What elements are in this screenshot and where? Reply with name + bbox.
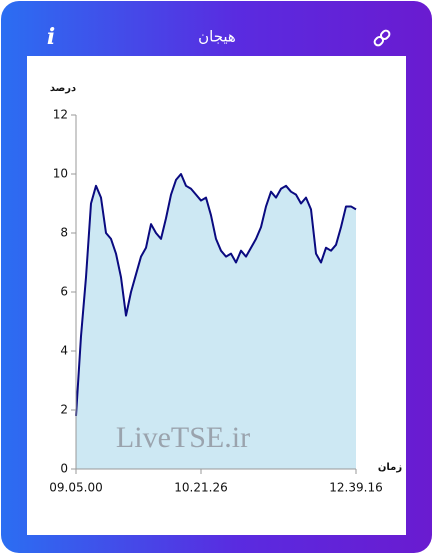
y-tick-label: 8 <box>60 226 68 240</box>
x-tick-label: 12.39.16 <box>329 481 382 495</box>
y-tick-label: 2 <box>60 403 68 417</box>
info-button[interactable]: i <box>47 24 55 50</box>
line <box>75 173 357 416</box>
y-tick-label: 12 <box>53 108 68 122</box>
y-tick-label: 10 <box>53 167 68 181</box>
y-tick-label: 6 <box>60 285 68 299</box>
x-tick-label: 10.21.26 <box>174 481 227 495</box>
y-tick-label: 0 <box>60 462 68 476</box>
header-title: هیجان <box>198 28 236 46</box>
x-tick-label: 09.05.00 <box>49 481 102 495</box>
y-axis-label: درصد <box>50 83 76 94</box>
watermark: LiveTSE.ir <box>116 421 250 454</box>
x-axis-label: زمان <box>378 462 402 473</box>
link-button[interactable] <box>373 29 391 47</box>
y-tick-label: 4 <box>60 344 68 358</box>
